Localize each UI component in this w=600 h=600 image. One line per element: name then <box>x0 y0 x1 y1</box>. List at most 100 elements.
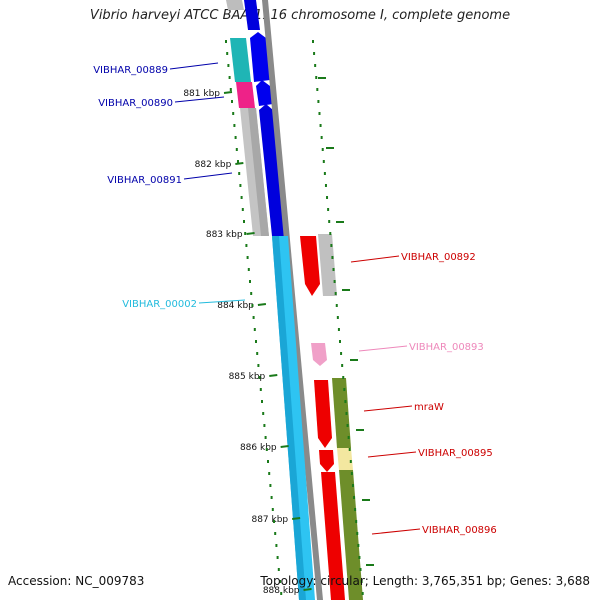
callout-leader-line <box>350 255 400 263</box>
tick-label: 883 kbp <box>206 230 243 240</box>
guide-dot <box>231 100 233 103</box>
guide-dot <box>334 292 337 295</box>
guide-dot <box>326 196 329 199</box>
guide-dot <box>257 364 260 367</box>
guide-dot <box>341 364 344 367</box>
guide-dot <box>259 388 262 391</box>
guide-dot <box>249 280 251 283</box>
guide-dot <box>258 376 261 379</box>
guide-dot <box>313 52 316 55</box>
guide-dot <box>319 124 322 127</box>
guide-dot <box>250 292 253 295</box>
gene-label[interactable]: VIBHAR_00896 <box>422 525 497 536</box>
guide-dot <box>244 232 247 235</box>
guide-dot <box>277 568 280 571</box>
guide-dot <box>353 496 356 499</box>
tick-label: 881 kbp <box>183 89 220 99</box>
guide-dot <box>323 172 326 175</box>
guide-dot <box>345 412 348 415</box>
guide-dot <box>274 532 277 535</box>
olive-gene-feature[interactable] <box>339 470 363 600</box>
guide-dot <box>333 280 336 283</box>
gene-label[interactable]: VIBHAR_00002 <box>122 299 197 310</box>
guide-dot <box>318 112 321 115</box>
gray-gene-feature[interactable] <box>226 0 244 10</box>
guide-dot <box>314 64 317 67</box>
blue-gene-feature[interactable] <box>244 0 260 30</box>
guide-dot <box>256 352 259 355</box>
guide-dot <box>340 352 343 355</box>
gene-label[interactable]: VIBHAR_00890 <box>98 98 173 109</box>
tick-label: 887 kbp <box>251 515 288 525</box>
olive-gene-feature[interactable] <box>332 378 351 448</box>
teal-gene-feature[interactable] <box>230 38 251 82</box>
guide-dot <box>229 88 232 91</box>
guide-dot <box>279 580 281 583</box>
gene-callouts: VIBHAR_00889 VIBHAR_00890 VIBHAR_00891 VIBH… <box>93 62 497 536</box>
callout-leader-line <box>371 528 421 535</box>
kbp-ticks: 881 kbp 882 kbp 883 kbp 884 kbp 885 kbp 886 k… <box>183 89 312 596</box>
yellow-gene-feature[interactable] <box>337 448 353 470</box>
guide-dot <box>350 472 353 475</box>
gene-label[interactable]: VIBHAR_00895 <box>418 448 493 459</box>
guide-dot <box>273 520 275 523</box>
guide-dot <box>232 112 235 115</box>
guide-dot <box>358 556 361 559</box>
gray-band-shade <box>248 108 269 236</box>
red-gene-feature[interactable] <box>314 380 332 448</box>
gene-label[interactable]: VIBHAR_00891 <box>107 175 182 186</box>
guide-dot <box>315 76 318 79</box>
guide-dot <box>243 220 245 223</box>
guide-dot <box>354 508 357 511</box>
accession-label: Accession: NC_009783 <box>8 574 145 588</box>
guide-dot <box>360 580 363 583</box>
map-title: Vibrio harveyi ATCC BAA-1116 chromosome … <box>89 8 511 23</box>
pink-gene-feature[interactable] <box>311 343 327 366</box>
gene-label[interactable]: VIBHAR_00893 <box>409 342 484 353</box>
guide-dot <box>238 172 241 175</box>
guide-dot <box>255 340 257 343</box>
guide-dot <box>336 316 339 319</box>
tick-mark <box>235 162 244 165</box>
dotted-guide <box>225 40 374 595</box>
guide-dot <box>361 592 364 595</box>
guide-dot <box>357 544 360 547</box>
guide-dot <box>233 124 236 127</box>
blue-gene-feature[interactable] <box>259 104 286 236</box>
red-gene-feature[interactable] <box>300 236 320 296</box>
magenta-gene-feature[interactable] <box>236 82 255 108</box>
guide-dot <box>252 316 255 319</box>
guide-dot <box>328 220 331 223</box>
blue-gene-feature[interactable] <box>256 80 273 106</box>
guide-dot <box>265 448 268 451</box>
guide-dot <box>246 256 249 259</box>
guide-dot <box>251 304 254 307</box>
guide-dot <box>321 148 324 151</box>
guide-dot <box>247 268 250 271</box>
red-gene-feature[interactable] <box>319 450 334 472</box>
blue-gene-feature[interactable] <box>250 32 270 82</box>
tick-mark <box>246 232 255 235</box>
guide-dot <box>317 100 320 103</box>
guide-dot <box>269 484 272 487</box>
red-gene-feature[interactable] <box>321 472 345 600</box>
gene-label[interactable]: mraW <box>414 402 444 413</box>
guide-dot <box>347 436 350 439</box>
guide-dot <box>349 460 352 463</box>
guide-dot <box>335 304 338 307</box>
guide-dot <box>330 244 333 247</box>
gene-label[interactable]: VIBHAR_00892 <box>401 252 476 263</box>
callout-leader-line <box>198 299 246 304</box>
guide-dot <box>342 376 345 379</box>
tick-mark <box>303 588 312 591</box>
gene-label[interactable]: VIBHAR_00889 <box>93 65 168 76</box>
guide-dot <box>235 148 238 151</box>
guide-dot <box>245 244 248 247</box>
cyan-gene-shade <box>272 236 306 600</box>
tick-label: 886 kbp <box>240 443 277 453</box>
tick-mark <box>280 445 289 448</box>
tick-mark <box>269 374 278 377</box>
gray-gene-feature[interactable] <box>318 234 337 296</box>
callout-leader-line <box>358 345 408 352</box>
